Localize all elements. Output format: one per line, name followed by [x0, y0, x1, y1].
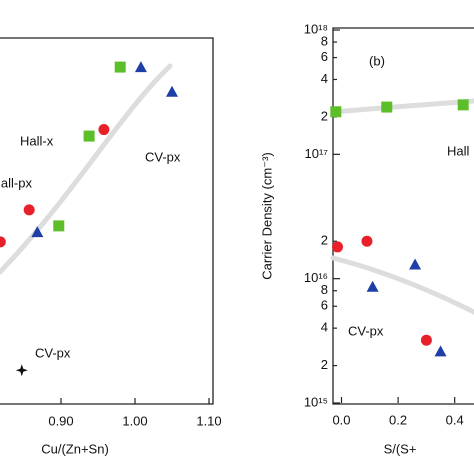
panel-label: (b)	[369, 53, 385, 68]
panel-b-frame	[332, 27, 474, 405]
marker-circle	[361, 235, 373, 247]
trend-curve	[330, 255, 474, 315]
trend-curve	[0, 63, 173, 275]
x-tick-label: 0.2	[389, 412, 407, 427]
x-axis-label: S/(S+	[384, 441, 417, 456]
marker-square	[114, 61, 126, 73]
marker-circle	[98, 124, 110, 136]
series-label: Hall	[447, 143, 470, 158]
y-tick-label: 10¹⁶	[304, 270, 328, 285]
y-tick-label: 4	[321, 320, 328, 335]
y-tick-label: 8	[321, 33, 328, 48]
series-label: CV-px	[348, 323, 384, 338]
marker-circle	[0, 236, 6, 248]
marker-star	[15, 364, 28, 377]
marker-circle	[23, 204, 35, 216]
marker-triangle	[31, 226, 44, 238]
series-label: CV-px	[145, 149, 181, 164]
y-axis-label: Carrier Density (cm⁻³)	[259, 152, 274, 279]
y-tick-label: 10¹⁵	[304, 394, 328, 409]
series-label: CV-px	[35, 345, 71, 360]
x-axis-label: Cu/(Zn+Sn)	[41, 441, 109, 456]
y-tick-label: 8	[321, 282, 328, 297]
trend-curve	[330, 98, 474, 115]
series-label: Hall-x	[20, 133, 54, 148]
x-tick-label: 0.0	[332, 412, 350, 427]
marker-square	[381, 101, 393, 113]
marker-triangle	[434, 345, 447, 357]
x-tick-label: 1.00	[122, 413, 147, 428]
x-tick-label: 0.90	[48, 413, 73, 428]
marker-triangle	[409, 258, 422, 270]
marker-triangle	[166, 85, 178, 97]
x-tick-label: 0.4	[446, 412, 464, 427]
y-tick-label: 2	[321, 108, 328, 123]
marker-square	[330, 106, 342, 118]
y-tick-label: 6	[321, 49, 328, 64]
series-label: Hall-px	[0, 175, 32, 190]
marker-circle	[332, 241, 344, 253]
marker-triangle	[366, 280, 379, 292]
x-tick-label: 1.10	[196, 413, 221, 428]
panel-a-frame	[0, 37, 214, 405]
y-tick-label: 6	[321, 298, 328, 313]
marker-square	[83, 130, 95, 142]
marker-square	[53, 220, 65, 232]
marker-square	[457, 99, 469, 111]
marker-circle	[420, 334, 432, 346]
y-tick-label: 10¹⁷	[305, 146, 329, 161]
y-tick-label: 2	[321, 233, 328, 248]
marker-triangle	[134, 61, 147, 73]
y-tick-label: 2	[321, 357, 328, 372]
y-tick-label: 4	[321, 71, 328, 86]
y-tick-label: 10¹⁸	[304, 21, 328, 36]
